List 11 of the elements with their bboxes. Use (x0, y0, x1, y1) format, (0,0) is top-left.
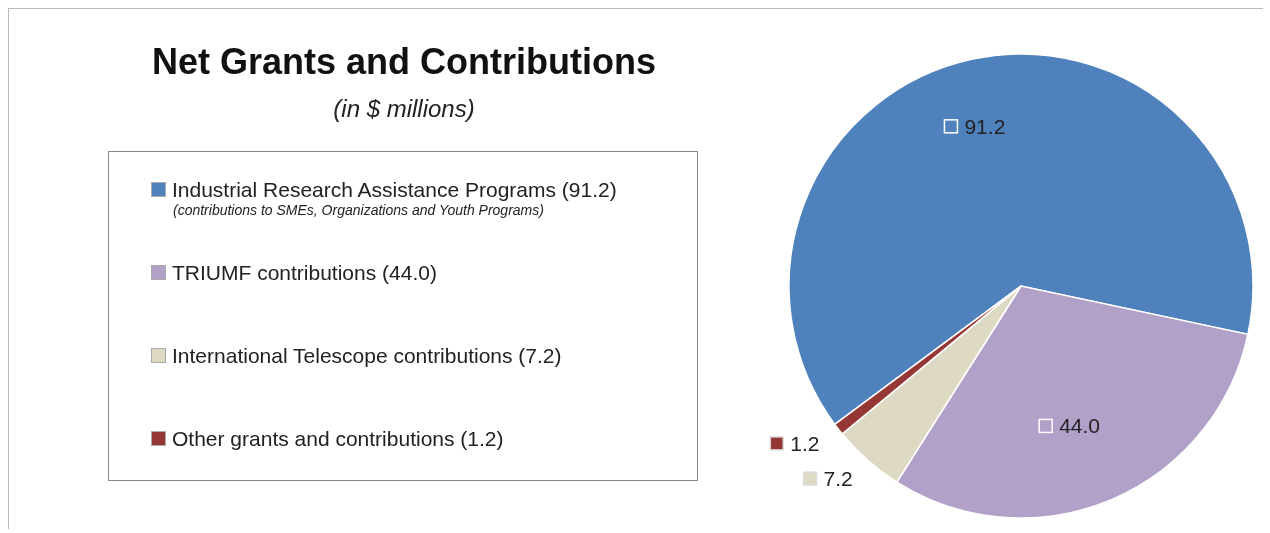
text: (in $ millions) (332, 95, 476, 123)
data-label: 1.2 (790, 431, 820, 455)
data-label: 91.2 (964, 114, 1006, 138)
legend-label: TRIUMF contributions (44.0) (172, 261, 437, 284)
legend-label: International Telescope contributions (7.2) (172, 344, 562, 367)
legend-label: Other grants and contributions (1.2) (172, 427, 504, 450)
legend-label: Industrial Research Assistance Programs (91.2) (172, 178, 617, 201)
text: (contributions to SMEs, Organizations and Youth Programs) (173, 202, 545, 218)
data-label: 7.2 (823, 467, 853, 491)
chart-title: Net Grants and Contributions (151, 41, 657, 83)
data-label: 44.0 (1059, 414, 1101, 438)
